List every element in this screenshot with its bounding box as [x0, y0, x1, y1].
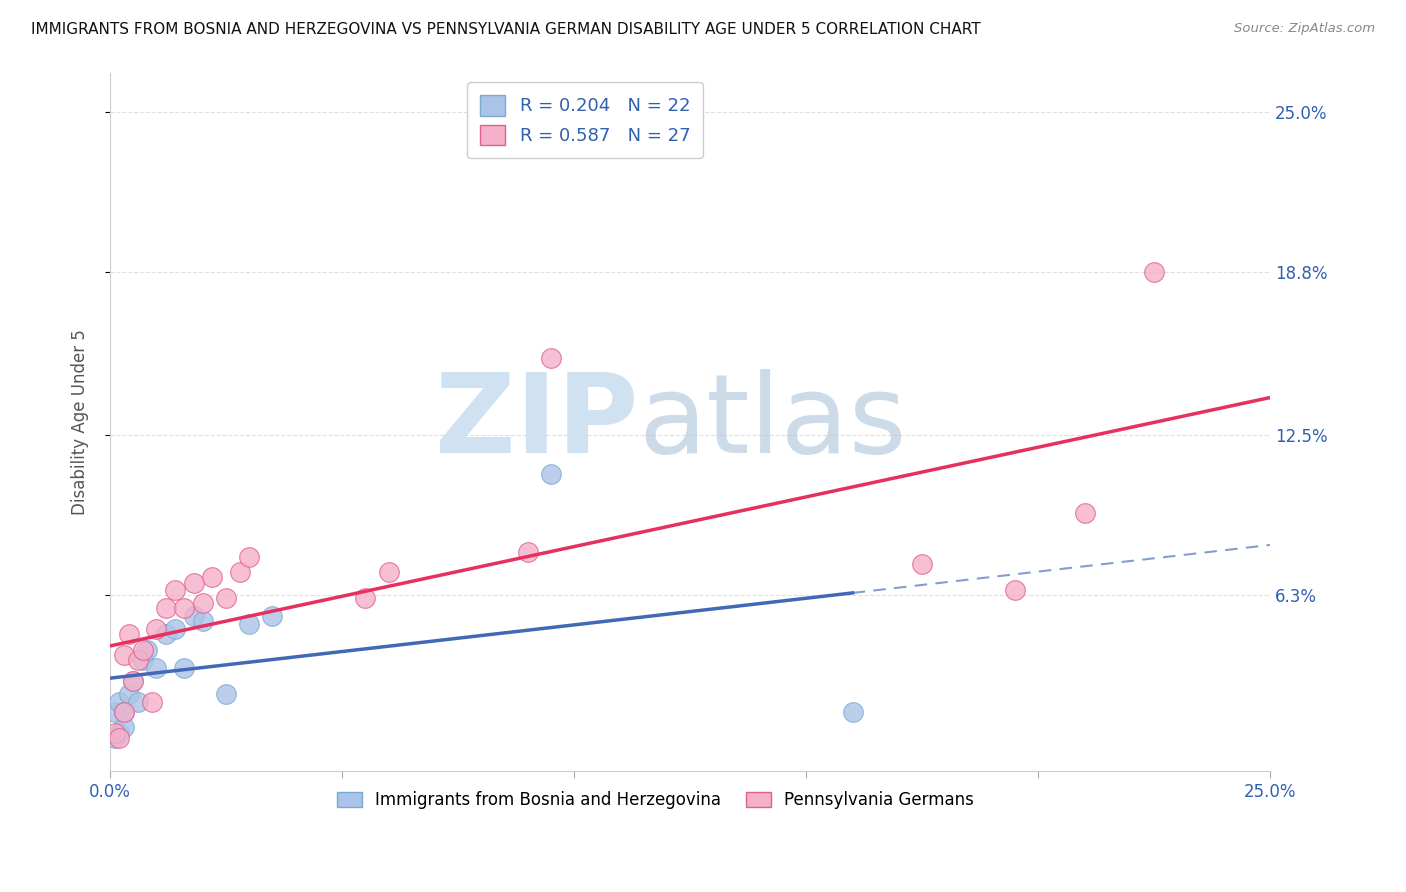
Point: [238, 549, 260, 564]
Point: [354, 591, 377, 605]
Point: [191, 615, 214, 629]
Point: [238, 616, 260, 631]
Point: [1004, 583, 1026, 598]
Point: [127, 694, 149, 708]
Point: [163, 583, 186, 598]
Point: [112, 705, 135, 719]
Point: [377, 565, 399, 579]
Point: [145, 622, 167, 636]
Point: [183, 609, 205, 624]
Point: [108, 694, 131, 708]
Point: [540, 351, 562, 365]
Y-axis label: Disability Age Under 5: Disability Age Under 5: [72, 329, 89, 515]
Point: [215, 687, 238, 701]
Point: [229, 565, 252, 579]
Text: atlas: atlas: [638, 368, 907, 475]
Point: [173, 601, 195, 615]
Point: [104, 731, 127, 745]
Point: [516, 544, 538, 558]
Point: [155, 601, 177, 615]
Point: [122, 673, 145, 688]
Point: [215, 591, 238, 605]
Point: [131, 653, 153, 667]
Point: [141, 694, 163, 708]
Point: [112, 648, 135, 662]
Point: [262, 609, 284, 624]
Point: [122, 673, 145, 688]
Text: ZIP: ZIP: [434, 368, 638, 475]
Legend: Immigrants from Bosnia and Herzegovina, Pennsylvania Germans: Immigrants from Bosnia and Herzegovina, …: [330, 784, 981, 815]
Point: [117, 687, 139, 701]
Point: [1073, 506, 1095, 520]
Point: [540, 467, 562, 481]
Point: [155, 627, 177, 641]
Point: [183, 575, 205, 590]
Point: [117, 627, 139, 641]
Point: [136, 642, 159, 657]
Point: [104, 725, 127, 739]
Point: [163, 622, 186, 636]
Point: [201, 570, 224, 584]
Point: [127, 653, 149, 667]
Point: [191, 596, 214, 610]
Point: [911, 558, 934, 572]
Point: [112, 720, 135, 734]
Point: [112, 705, 135, 719]
Text: Source: ZipAtlas.com: Source: ZipAtlas.com: [1234, 22, 1375, 36]
Point: [108, 725, 131, 739]
Point: [841, 705, 863, 719]
Point: [1143, 265, 1166, 279]
Text: IMMIGRANTS FROM BOSNIA AND HERZEGOVINA VS PENNSYLVANIA GERMAN DISABILITY AGE UND: IMMIGRANTS FROM BOSNIA AND HERZEGOVINA V…: [31, 22, 980, 37]
Point: [173, 661, 195, 675]
Point: [104, 705, 127, 719]
Point: [131, 642, 153, 657]
Point: [108, 731, 131, 745]
Point: [145, 661, 167, 675]
